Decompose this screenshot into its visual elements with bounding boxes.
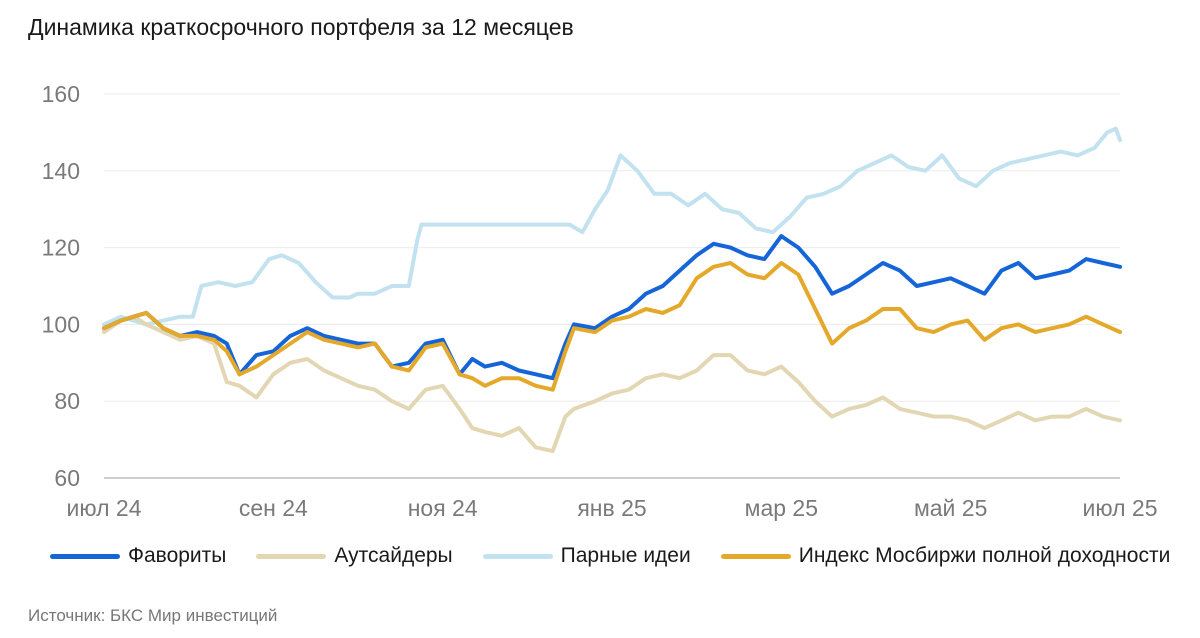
legend-swatch: [482, 553, 553, 559]
x-tick-label: ноя 24: [408, 495, 478, 521]
y-tick-label: 80: [54, 388, 80, 414]
source-note: Источник: БКС Мир инвестиций: [28, 606, 278, 625]
legend-item-pair-ideas[interactable]: Парные идеи: [482, 544, 691, 568]
grid-lines: [104, 93, 1120, 479]
legend-label: Парные идеи: [560, 544, 691, 567]
y-tick-label: 160: [42, 81, 80, 107]
legend-item-favorites[interactable]: Фавориты: [50, 544, 226, 568]
series-lines: [102, 126, 1122, 454]
x-axis: июл 24 сен 24 ноя 24 янв 25 мар 25 май 25 июл …: [67, 495, 1158, 521]
legend-item-outsiders[interactable]: Аутсайдеры: [256, 544, 453, 568]
legend-label: Индекс Мосбиржи полной доходности: [798, 544, 1171, 567]
y-tick-label: 100: [42, 311, 80, 337]
y-tick-label: 60: [54, 465, 80, 491]
x-tick-label: янв 25: [577, 495, 646, 521]
x-tick-label: июл 24: [67, 495, 142, 521]
legend-swatch: [720, 553, 791, 559]
legend-swatch: [256, 553, 327, 559]
legend-swatch: [50, 553, 120, 559]
series-line-favorites: [102, 234, 1122, 381]
y-axis: 60 80 100 120 140 160: [42, 81, 80, 491]
chart-title: Динамика краткосрочного портфеля за 12 м…: [28, 14, 574, 40]
y-tick-label: 140: [42, 158, 80, 184]
legend-label: Аутсайдеры: [334, 544, 453, 567]
y-tick-label: 120: [42, 235, 80, 261]
x-tick-label: мар 25: [745, 495, 818, 521]
x-tick-label: сен 24: [239, 495, 308, 521]
legend: Фавориты Аутсайдеры Парные идеи Индекс М…: [50, 544, 1170, 568]
x-tick-label: июл 25: [1083, 495, 1158, 521]
x-tick-label: май 25: [914, 495, 987, 521]
series-line-moex-index: [102, 261, 1122, 392]
line-chart: 60 80 100 120 140 160 июл 24 сен 24 ноя 24 янв 2…: [42, 81, 1158, 521]
series-line-pair-ideas: [102, 126, 1122, 327]
legend-item-moex-index[interactable]: Индекс Мосбиржи полной доходности: [720, 544, 1171, 568]
legend-label: Фавориты: [128, 544, 227, 567]
series-line-outsiders: [102, 314, 1122, 454]
